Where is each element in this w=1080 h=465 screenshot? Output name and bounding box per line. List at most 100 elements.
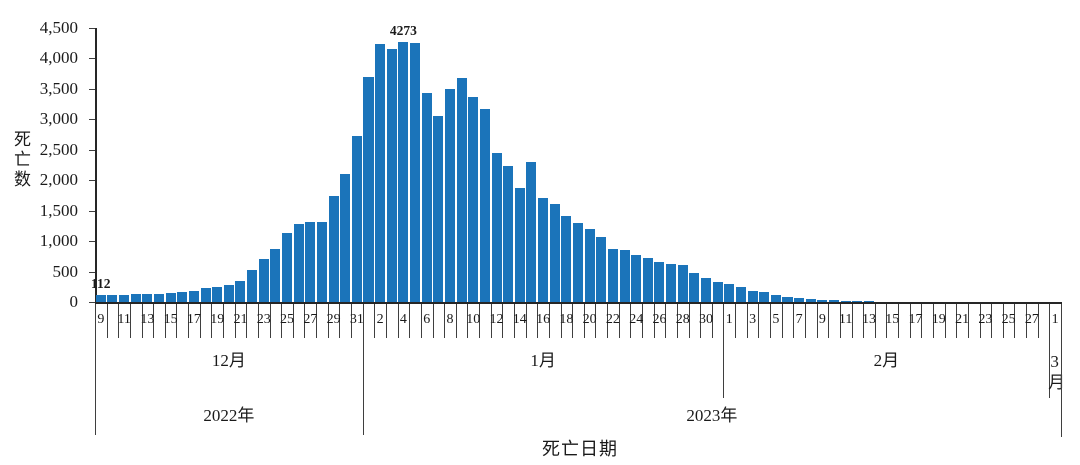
day-label: 21 [233, 312, 248, 327]
day-tick [781, 304, 783, 338]
y-tick-mark [89, 241, 95, 243]
day-tick [653, 304, 655, 338]
bar [724, 284, 735, 302]
bar [840, 301, 851, 302]
bar [130, 294, 141, 302]
y-tick-mark [89, 180, 95, 182]
bar [805, 299, 816, 302]
day-tick [537, 304, 539, 338]
day-label: 25 [280, 312, 295, 327]
day-tick [560, 304, 562, 338]
bar [561, 216, 572, 302]
bar [782, 297, 793, 302]
bar [363, 77, 374, 302]
day-label: 15 [885, 312, 900, 327]
y-tick-mark [89, 271, 95, 273]
bar [188, 291, 199, 302]
day-label: 28 [675, 312, 690, 327]
day-tick [618, 304, 620, 338]
day-tick [642, 304, 643, 338]
day-tick [607, 304, 609, 338]
day-label: 27 [1024, 312, 1039, 327]
y-tick-label: 2,500 [39, 139, 78, 159]
day-tick [304, 304, 306, 338]
day-tick [397, 304, 399, 338]
day-tick [944, 304, 946, 338]
day-tick [339, 304, 341, 338]
bar-value-label: 4273 [389, 23, 417, 38]
day-tick [770, 304, 772, 338]
day-label: 1 [725, 312, 733, 327]
day-label: 23 [256, 312, 271, 327]
y-axis-title: 死亡数 [11, 130, 30, 190]
day-label: 21 [955, 312, 970, 327]
bar [305, 222, 316, 302]
day-tick [513, 304, 515, 338]
month-label: 3月 [1045, 352, 1065, 392]
year-separator [1061, 304, 1062, 437]
bar [759, 292, 770, 302]
bar [689, 273, 700, 302]
bar [549, 204, 560, 302]
bar [235, 281, 246, 302]
month-separator [723, 304, 725, 398]
y-tick-mark [89, 88, 95, 90]
bar [177, 292, 188, 302]
bar [153, 294, 165, 302]
bar [282, 233, 293, 302]
bar [666, 264, 677, 302]
day-tick [932, 304, 934, 338]
day-tick [246, 304, 248, 338]
bar [468, 97, 479, 302]
y-tick-mark [89, 28, 95, 29]
day-tick [1037, 304, 1039, 338]
day-tick [991, 304, 993, 338]
y-tick-label: 4,000 [39, 48, 78, 68]
bar [316, 222, 327, 302]
bar [642, 258, 653, 302]
bar [386, 49, 397, 302]
day-tick [828, 304, 830, 338]
day-tick [583, 304, 585, 338]
day-tick [188, 304, 190, 338]
day-label: 30 [699, 312, 714, 327]
y-tick-label: 1,500 [39, 200, 78, 220]
day-tick [711, 304, 713, 338]
bar [654, 262, 665, 302]
day-tick [1002, 304, 1004, 338]
y-tick-mark [89, 119, 95, 121]
bar [328, 196, 339, 302]
day-label: 27 [303, 312, 318, 327]
day-label: 9 [818, 312, 826, 327]
day-label: 23 [978, 312, 993, 327]
day-tick [316, 304, 318, 338]
day-tick [886, 304, 888, 338]
bar [619, 250, 630, 302]
day-label: 3 [749, 312, 757, 327]
day-tick [572, 304, 574, 338]
day-tick [979, 304, 981, 338]
bar [770, 295, 781, 302]
day-label: 5 [772, 312, 780, 327]
bar [852, 301, 863, 302]
day-tick [630, 304, 632, 338]
month-label: 1月 [530, 351, 556, 370]
y-tick-label: 3,500 [39, 78, 78, 98]
day-tick [432, 304, 434, 338]
day-tick [257, 304, 259, 338]
day-tick [816, 304, 818, 338]
y-tick-label: 3,000 [39, 109, 78, 129]
day-tick [1026, 304, 1028, 338]
day-tick [455, 304, 457, 338]
day-label: 7 [795, 312, 803, 327]
day-tick [793, 304, 795, 338]
day-tick [199, 304, 201, 338]
day-tick [385, 304, 387, 338]
day-label: 11 [117, 312, 131, 327]
day-tick [374, 304, 376, 338]
bar-value-label: 112 [91, 276, 111, 291]
bar [607, 249, 618, 302]
day-label: 31 [349, 312, 364, 327]
day-label: 13 [861, 312, 876, 327]
day-tick [490, 304, 492, 338]
